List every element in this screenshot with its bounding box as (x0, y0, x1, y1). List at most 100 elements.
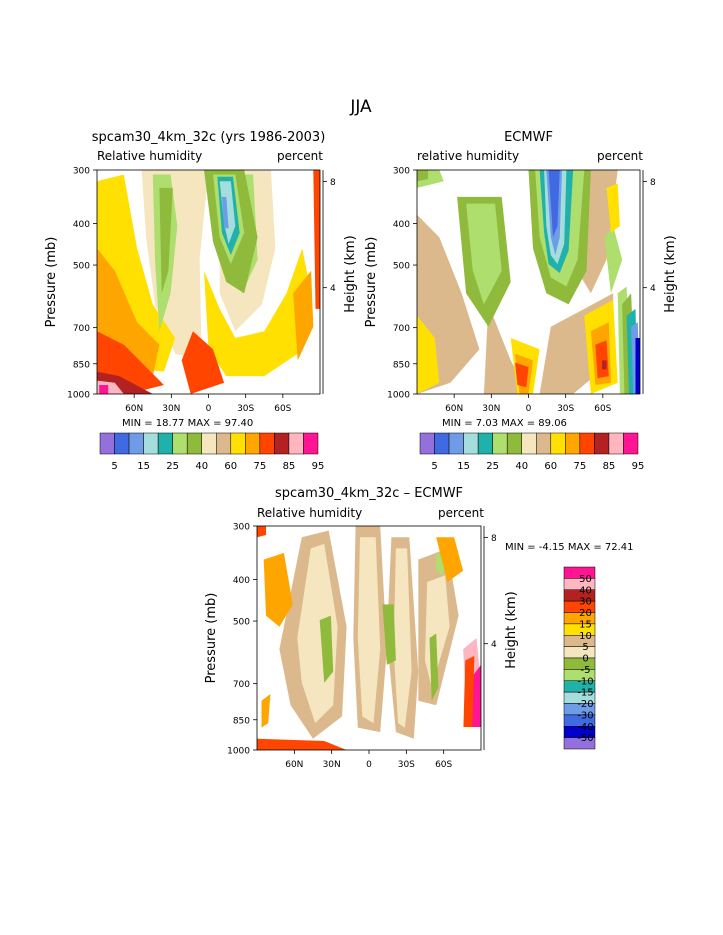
colorbar-swatch (477, 432, 493, 455)
colorbar-swatch (623, 432, 639, 455)
y-tick-label: 500 (73, 262, 90, 272)
colorbar-swatch (550, 432, 566, 455)
colorbar-swatch (448, 432, 464, 455)
colorbar-swatch (608, 432, 624, 455)
contour-region (219, 181, 236, 244)
colorbar-label: 25 (486, 461, 499, 472)
contour-field (257, 526, 481, 750)
colorbar-label: -20 (577, 699, 593, 710)
contour-region (263, 552, 293, 627)
colorbar-swatch (506, 432, 522, 455)
colorbar-swatch (288, 432, 304, 455)
y-tick-label: 500 (393, 262, 410, 272)
colorbar-label: -30 (577, 710, 593, 721)
panel-right-label: percent (277, 149, 323, 163)
x-tick-label: 30N (162, 404, 180, 414)
y-axis-title-right: Height (km) (504, 591, 519, 668)
panel-left-label: Relative humidity (97, 149, 202, 163)
contour-region (515, 362, 529, 388)
panel-left-label: Relative humidity (257, 506, 362, 520)
y-axis-title-right: Height (km) (343, 235, 358, 312)
colorbar-label: -15 (577, 688, 593, 699)
colorbar-swatch (419, 432, 435, 455)
contour-region (548, 170, 560, 238)
colorbar-swatch (434, 432, 450, 455)
colorbar-swatch (303, 432, 319, 455)
colorbar-label: 20 (579, 608, 592, 619)
right-tick-label: 4 (330, 284, 336, 294)
y-tick-label: 700 (73, 324, 90, 334)
colorbar-swatch (99, 432, 115, 455)
colorbar: 5 15 25 40 60 75 85 95 (419, 432, 645, 472)
colorbar-swatch (579, 432, 595, 455)
y-tick-label: 300 (233, 523, 250, 533)
panel-title: spcam30_4km_32c – ECMWF (275, 486, 463, 501)
colorbar-label: 60 (224, 461, 237, 472)
contour-region (313, 170, 320, 309)
y-tick-label: 1000 (227, 747, 250, 757)
colorbar-label: 10 (579, 631, 592, 642)
x-tick-label: 60S (435, 760, 452, 770)
colorbar-label: 25 (166, 461, 179, 472)
panel-right-label: percent (438, 506, 484, 520)
panel-title: ECMWF (504, 130, 553, 145)
contour-region (261, 694, 271, 728)
colorbar-swatch (201, 432, 217, 455)
colorbar-swatch (536, 432, 552, 455)
contour-region (319, 615, 334, 683)
colorbar-swatch (492, 432, 508, 455)
colorbar-swatch (594, 432, 610, 455)
colorbar-label: 95 (632, 461, 645, 472)
panel-title: spcam30_4km_32c (yrs 1986-2003) (92, 130, 326, 145)
colorbar-swatch (157, 432, 173, 455)
contour-region (483, 304, 529, 394)
colorbar-swatch (274, 432, 290, 455)
contour-region (99, 385, 109, 394)
colorbar-swatch (128, 432, 144, 455)
panel-right-label: percent (597, 149, 643, 163)
colorbar-swatch (563, 737, 596, 750)
contour-region (604, 226, 623, 294)
contour-region (463, 655, 475, 739)
colorbar-swatch (563, 646, 596, 659)
colorbar-label: 75 (253, 461, 266, 472)
x-tick-label: 30N (323, 760, 341, 770)
x-tick-label: 60N (285, 760, 303, 770)
x-tick-label: 60S (274, 404, 291, 414)
contour-region (417, 170, 429, 182)
y-tick-label: 850 (393, 360, 410, 370)
y-tick-label: 300 (393, 167, 410, 177)
contour-region (382, 604, 396, 665)
colorbar-label: 5 (431, 461, 437, 472)
colorbar-swatch (143, 432, 159, 455)
colorbar-label: -40 (577, 722, 593, 733)
colorbar-label: 85 (283, 461, 296, 472)
contour-region (436, 537, 464, 582)
colorbar-label: 50 (579, 574, 592, 585)
y-tick-label: 300 (73, 167, 90, 177)
contour-region (429, 633, 439, 701)
contour-region (257, 738, 347, 750)
colorbar-label: -5 (581, 665, 591, 676)
contour-region (221, 196, 229, 229)
contour-region (204, 248, 312, 377)
y-axis-title: Pressure (mb) (204, 593, 219, 684)
y-axis-title-right: Height (km) (663, 235, 678, 312)
colorbar-swatch (114, 432, 130, 455)
x-tick-label: 0 (206, 404, 212, 414)
missing-data-region (432, 727, 481, 750)
contour-region (606, 183, 620, 233)
y-tick-label: 850 (233, 716, 250, 726)
colorbar-label: 60 (544, 461, 557, 472)
contour-region (257, 526, 266, 538)
x-tick-label: 60S (594, 404, 611, 414)
colorbar-swatch (186, 432, 202, 455)
figure-title: JJA (349, 97, 372, 117)
panel-1: spcam30_4km_32c (yrs 1986-2003) Relative … (44, 130, 358, 472)
colorbar-label: 30 (579, 597, 592, 608)
colorbar-swatch (521, 432, 537, 455)
y-tick-label: 850 (73, 360, 90, 370)
